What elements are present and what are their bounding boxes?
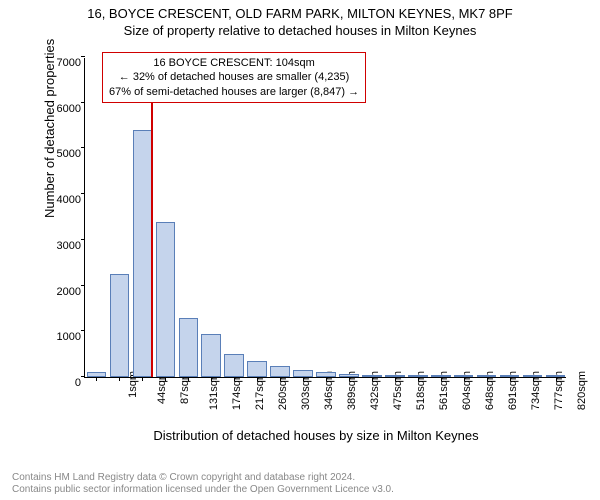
y-tick-mark bbox=[81, 330, 85, 331]
bar bbox=[293, 370, 313, 377]
annotation-line-3: 67% of semi-detached houses are larger (… bbox=[109, 85, 359, 99]
y-tick-label: 2000 bbox=[47, 286, 81, 298]
y-tick-label: 4000 bbox=[47, 194, 81, 206]
reference-line bbox=[151, 58, 153, 377]
x-tick-mark bbox=[234, 377, 235, 381]
annotation-line-1: 16 BOYCE CRESCENT: 104sqm bbox=[109, 56, 359, 70]
bar bbox=[156, 222, 176, 377]
y-tick-mark bbox=[81, 56, 85, 57]
y-tick-mark bbox=[81, 147, 85, 148]
y-tick-label: 6000 bbox=[47, 103, 81, 115]
title-block: 16, BOYCE CRESCENT, OLD FARM PARK, MILTO… bbox=[0, 0, 600, 38]
footer-line-1: Contains HM Land Registry data © Crown c… bbox=[12, 472, 394, 484]
x-tick-mark bbox=[326, 377, 327, 381]
bar bbox=[224, 354, 244, 377]
x-tick-mark bbox=[280, 377, 281, 381]
x-tick-label: 820sqm bbox=[576, 371, 588, 410]
y-tick-label: 0 bbox=[47, 377, 81, 389]
x-tick-mark bbox=[395, 377, 396, 381]
x-tick-mark bbox=[165, 377, 166, 381]
x-tick-mark bbox=[372, 377, 373, 381]
footer-attribution: Contains HM Land Registry data © Crown c… bbox=[12, 472, 394, 496]
chart-subtitle: Size of property relative to detached ho… bbox=[0, 23, 600, 38]
x-tick-mark bbox=[464, 377, 465, 381]
y-tick-mark bbox=[81, 285, 85, 286]
x-tick-mark bbox=[303, 377, 304, 381]
y-tick-mark bbox=[81, 102, 85, 103]
x-tick-mark bbox=[96, 377, 97, 381]
x-axis-label: Distribution of detached houses by size … bbox=[56, 428, 576, 443]
y-tick-mark bbox=[81, 239, 85, 240]
x-tick-mark bbox=[510, 377, 511, 381]
x-tick-mark bbox=[556, 377, 557, 381]
bar bbox=[270, 366, 290, 377]
plot-area: 010002000300040005000600070001sqm44sqm87… bbox=[84, 58, 566, 378]
x-tick-mark bbox=[119, 377, 120, 381]
annotation-line-2: ← 32% of detached houses are smaller (4,… bbox=[109, 70, 359, 84]
x-tick-mark bbox=[487, 377, 488, 381]
bar bbox=[133, 130, 153, 377]
bar bbox=[110, 274, 130, 377]
x-tick-mark bbox=[533, 377, 534, 381]
bar bbox=[247, 361, 267, 377]
x-tick-mark bbox=[349, 377, 350, 381]
y-tick-mark bbox=[81, 193, 85, 194]
y-tick-label: 5000 bbox=[47, 148, 81, 160]
annotation-box: 16 BOYCE CRESCENT: 104sqm ← 32% of detac… bbox=[102, 52, 366, 103]
bar bbox=[179, 318, 199, 377]
y-tick-label: 3000 bbox=[47, 240, 81, 252]
x-tick-mark bbox=[211, 377, 212, 381]
x-tick-mark bbox=[142, 377, 143, 381]
y-tick-label: 1000 bbox=[47, 331, 81, 343]
y-tick-label: 7000 bbox=[47, 57, 81, 69]
y-tick-mark bbox=[81, 376, 85, 377]
footer-line-2: Contains public sector information licen… bbox=[12, 484, 394, 496]
x-tick-mark bbox=[257, 377, 258, 381]
x-tick-mark bbox=[418, 377, 419, 381]
x-tick-mark bbox=[441, 377, 442, 381]
bar bbox=[201, 334, 221, 377]
x-tick-mark bbox=[188, 377, 189, 381]
chart-title: 16, BOYCE CRESCENT, OLD FARM PARK, MILTO… bbox=[0, 6, 600, 21]
chart-container: Number of detached properties 0100020003… bbox=[56, 48, 576, 428]
